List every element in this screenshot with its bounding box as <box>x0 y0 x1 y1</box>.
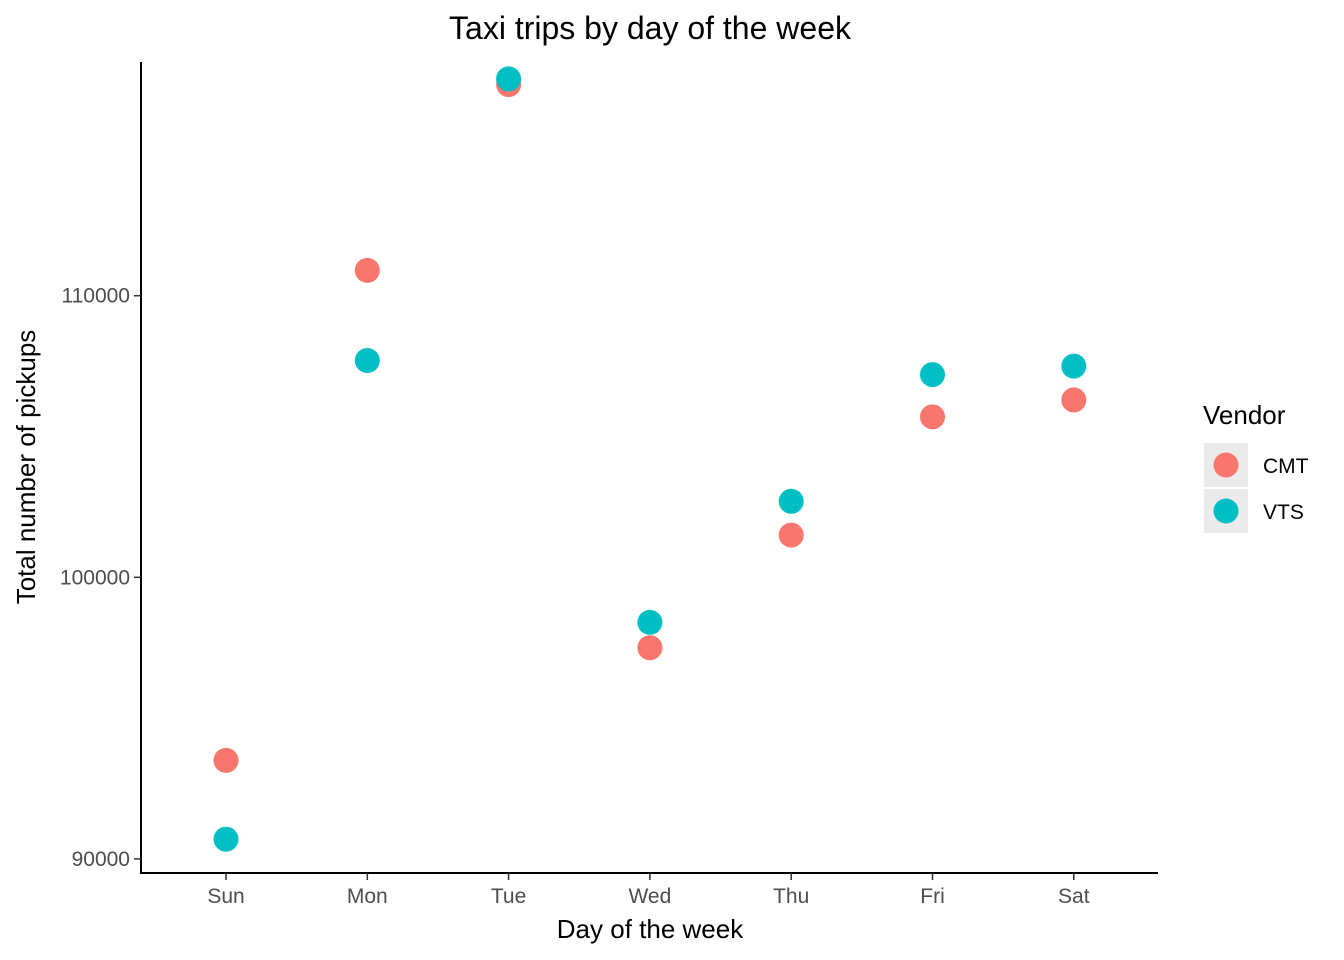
point-cmt-wed <box>637 635 663 661</box>
point-cmt-mon <box>354 257 380 283</box>
legend-key-vts <box>1213 498 1239 524</box>
point-vts-fri <box>920 362 945 388</box>
legend-title: Vendor <box>1203 400 1286 430</box>
point-cmt-fri <box>920 404 945 430</box>
x-tick-label: Tue <box>491 885 526 908</box>
point-vts-sat <box>1061 353 1087 379</box>
chart-title: Taxi trips by day of the week <box>449 10 852 46</box>
point-cmt-sun <box>213 747 239 773</box>
legend-key-cmt <box>1213 452 1239 478</box>
x-tick-label: Mon <box>347 885 388 908</box>
plot-area: 90000 100000 110000 Sun Mon Tue Wed Thu Fri Sat <box>60 62 1158 908</box>
x-tick-label: Sat <box>1058 885 1090 908</box>
legend: Vendor CMT VTS <box>1203 400 1309 533</box>
point-vts-sun <box>213 826 239 852</box>
point-vts-thu <box>778 488 804 514</box>
y-axis-ticks: 90000 100000 110000 <box>60 285 141 871</box>
legend-label-vts: VTS <box>1263 501 1304 524</box>
x-tick-label: Sun <box>207 885 244 908</box>
point-vts-mon <box>354 347 380 373</box>
point-cmt-thu <box>778 522 804 548</box>
point-vts-wed <box>637 609 663 635</box>
y-tick-label: 90000 <box>72 848 130 871</box>
point-cmt-sat <box>1061 387 1087 413</box>
legend-items: CMT VTS <box>1204 443 1309 533</box>
point-vts-tue <box>496 66 522 92</box>
x-tick-label: Fri <box>920 885 945 908</box>
data-points <box>213 66 1087 852</box>
x-axis-ticks: Sun Mon Tue Wed Thu Fri Sat <box>207 873 1090 908</box>
x-tick-label: Thu <box>773 885 809 908</box>
y-tick-label: 100000 <box>60 566 130 589</box>
y-tick-label: 110000 <box>61 285 130 308</box>
y-axis-title: Total number of pickups <box>11 330 41 605</box>
legend-label-cmt: CMT <box>1263 455 1309 478</box>
x-tick-label: Wed <box>628 885 671 908</box>
x-axis-title: Day of the week <box>557 914 744 944</box>
